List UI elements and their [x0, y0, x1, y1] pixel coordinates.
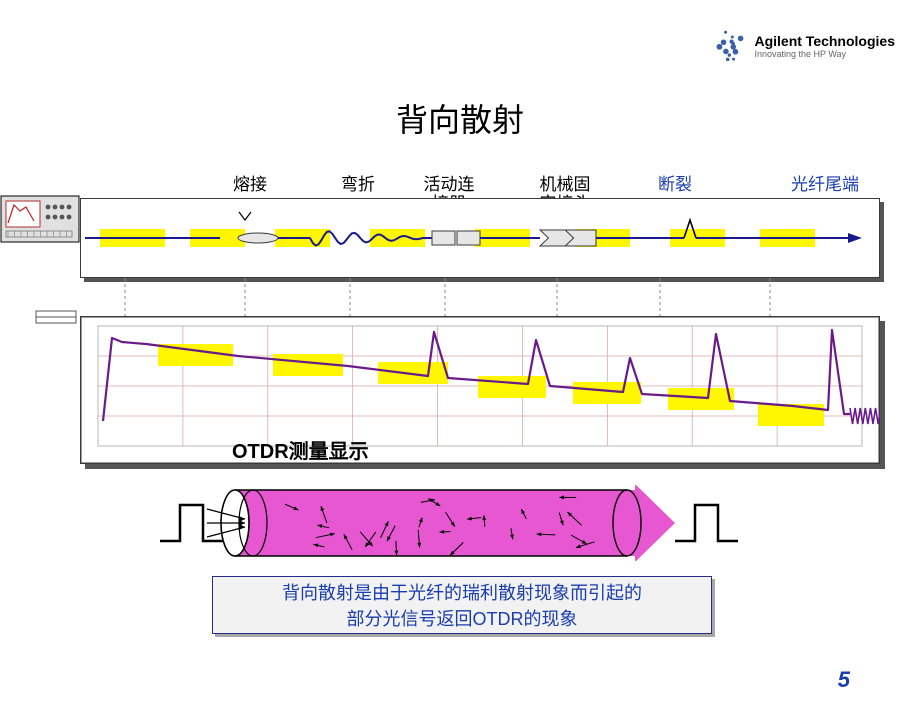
event-label: 熔接 [210, 176, 290, 195]
event-label: 光纤尾端 [780, 176, 870, 195]
backscatter-pipe-illustration [105, 485, 805, 561]
panel-connector-icon [35, 310, 79, 326]
otdr-display-label: OTDR测量显示 [232, 435, 369, 464]
caption-line2: 部分光信号返回OTDR的现象 [282, 605, 642, 631]
brand-logo: Agilent Technologies Innovating the HP W… [710, 28, 895, 64]
brand-name: Agilent Technologies [754, 33, 895, 49]
event-label: 弯折 [318, 176, 398, 195]
caption-box: 背向散射是由于光纤的瑞利散射现象而引起的 部分光信号返回OTDR的现象 [212, 576, 712, 634]
slide-title: 背向散射 [0, 95, 920, 141]
fiber-schematic-panel [80, 198, 880, 278]
caption-line1: 背向散射是由于光纤的瑞利散射现象而引起的 [282, 579, 642, 605]
agilent-spark-icon [710, 28, 746, 64]
otdr-trace-panel [80, 316, 880, 464]
event-label: 断裂 [640, 176, 710, 195]
brand-tagline: Innovating the HP Way [754, 49, 895, 59]
page-number: 5 [838, 667, 850, 693]
otdr-device-icon [0, 195, 80, 243]
